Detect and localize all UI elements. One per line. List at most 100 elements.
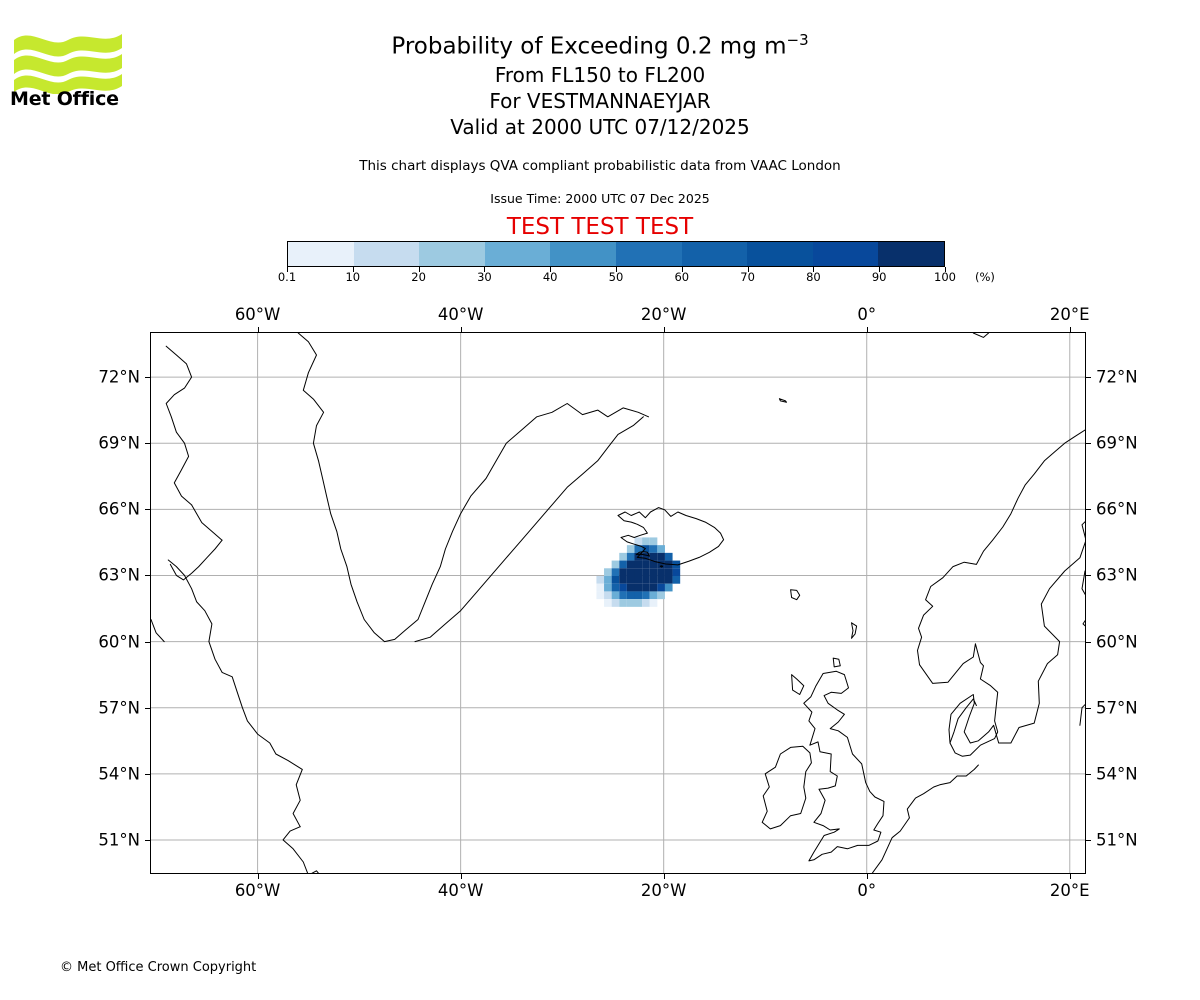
- ash-cell: [672, 568, 681, 576]
- ash-cell: [649, 599, 658, 607]
- lat-label-left: 51°N: [98, 830, 140, 850]
- ash-cell: [626, 560, 635, 569]
- ash-cell: [649, 583, 658, 592]
- lat-tick: [145, 377, 150, 379]
- ash-cell: [642, 568, 650, 576]
- logo-wave-2: [14, 54, 122, 77]
- coastline-baltic_states: [1079, 703, 1085, 726]
- ash-cell: [634, 560, 643, 569]
- ash-cell: [604, 599, 612, 607]
- flight-level-line: From FL150 to FL200: [494, 63, 706, 87]
- ash-cell: [634, 568, 643, 576]
- test-banner: TEST TEST TEST: [506, 214, 694, 240]
- lon-tick: [663, 874, 665, 879]
- lat-tick: [1086, 641, 1091, 643]
- coastline-denmark_jutland: [949, 698, 977, 744]
- coastline-ireland: [761, 745, 812, 830]
- ash-cell: [596, 591, 605, 600]
- colorbar-tick: [550, 267, 552, 272]
- lat-tick: [1086, 509, 1091, 511]
- lon-tick: [460, 874, 462, 879]
- lat-label-right: 63°N: [1096, 565, 1138, 585]
- ash-cell: [642, 545, 650, 553]
- lon-tick: [257, 327, 259, 332]
- coastline-baffin_s_detail: [169, 539, 223, 581]
- lat-tick: [145, 641, 150, 643]
- ash-cell: [604, 568, 612, 576]
- coastline-orkney: [832, 657, 841, 668]
- valid-time-line: Valid at 2000 UTC 07/12/2025: [450, 115, 750, 139]
- lat-tick: [145, 575, 150, 577]
- coastlines: [151, 333, 1085, 873]
- ash-cell: [619, 576, 627, 584]
- ash-cell: [604, 591, 612, 600]
- ash-cell: [642, 583, 650, 592]
- colorbar-tick: [945, 267, 946, 272]
- lat-label-left: 60°N: [98, 632, 140, 652]
- lon-label-top: 0°: [857, 305, 877, 324]
- ash-cell: [657, 576, 665, 584]
- lon-tick: [460, 327, 462, 332]
- ash-cell: [634, 583, 643, 592]
- lat-label-right: 54°N: [1096, 764, 1138, 784]
- lat-label-right: 57°N: [1096, 698, 1138, 718]
- ash-cell: [604, 576, 612, 584]
- ash-cell: [634, 545, 643, 553]
- colorbar-band-6: [681, 242, 748, 266]
- coastline-netherlands: [906, 764, 979, 819]
- ash-cell: [634, 576, 643, 584]
- lat-label-right: 60°N: [1096, 632, 1138, 652]
- lon-tick: [663, 327, 665, 332]
- map-plot-area[interactable]: [150, 332, 1086, 874]
- colorbar-unit-label: (%): [975, 270, 995, 284]
- coastline-baffin_se: [191, 504, 223, 541]
- colorbar-tick-label: 10: [345, 270, 361, 284]
- colorbar-tick-label: 80: [806, 270, 821, 284]
- lon-tick: [257, 874, 259, 879]
- coastline-greenland_e_fjords: [414, 416, 644, 643]
- volcano-line: For VESTMANNAEYJAR: [489, 89, 711, 113]
- ash-cell: [619, 599, 627, 607]
- ash-cell: [634, 591, 643, 600]
- ash-cell: [657, 568, 665, 576]
- ash-cell: [626, 576, 635, 584]
- lat-label-right: 66°N: [1096, 499, 1138, 519]
- ash-cell: [664, 552, 673, 561]
- ash-cell: [619, 552, 627, 561]
- colorbar-band-2: [419, 242, 485, 266]
- ash-probability-overlay: [596, 537, 681, 607]
- ash-cell: [642, 537, 650, 546]
- colorbar-tick-label: 20: [411, 270, 426, 284]
- lat-label-left: 54°N: [98, 764, 140, 784]
- coastline-norway: [919, 521, 1085, 757]
- copyright-notice: © Met Office Crown Copyright: [60, 960, 257, 975]
- colorbar-tick-label: 30: [477, 270, 492, 284]
- lat-label-left: 66°N: [98, 499, 140, 519]
- lat-tick: [145, 773, 150, 775]
- ash-cell: [619, 560, 627, 569]
- colorbar-tick: [418, 267, 420, 272]
- colorbar-tick-label: 90: [871, 270, 887, 284]
- lon-label-bottom: 20°W: [640, 881, 687, 900]
- ash-cell: [642, 560, 650, 569]
- ash-cell: [649, 560, 658, 569]
- colorbar: [287, 241, 945, 267]
- ash-cell: [626, 568, 635, 576]
- lon-label-top: 40°W: [437, 305, 484, 324]
- ash-cell: [619, 583, 627, 592]
- colorbar-band-9: [878, 242, 944, 266]
- ash-cell: [611, 576, 620, 584]
- lat-label-left: 69°N: [98, 433, 140, 453]
- ash-cell: [611, 591, 620, 600]
- ash-cell: [604, 583, 612, 592]
- ash-cell: [596, 583, 605, 592]
- lat-label-right: 72°N: [1096, 367, 1138, 387]
- ash-cell: [672, 576, 681, 584]
- ash-cell: [619, 591, 627, 600]
- coastline-norway_coast: [917, 429, 1085, 666]
- lon-label-bottom: 40°W: [437, 881, 484, 900]
- lon-label-bottom: 60°W: [234, 881, 281, 900]
- coastline-newfoundland_n: [167, 559, 303, 828]
- colorbar-band-1: [353, 242, 420, 266]
- colorbar-tick: [352, 267, 354, 272]
